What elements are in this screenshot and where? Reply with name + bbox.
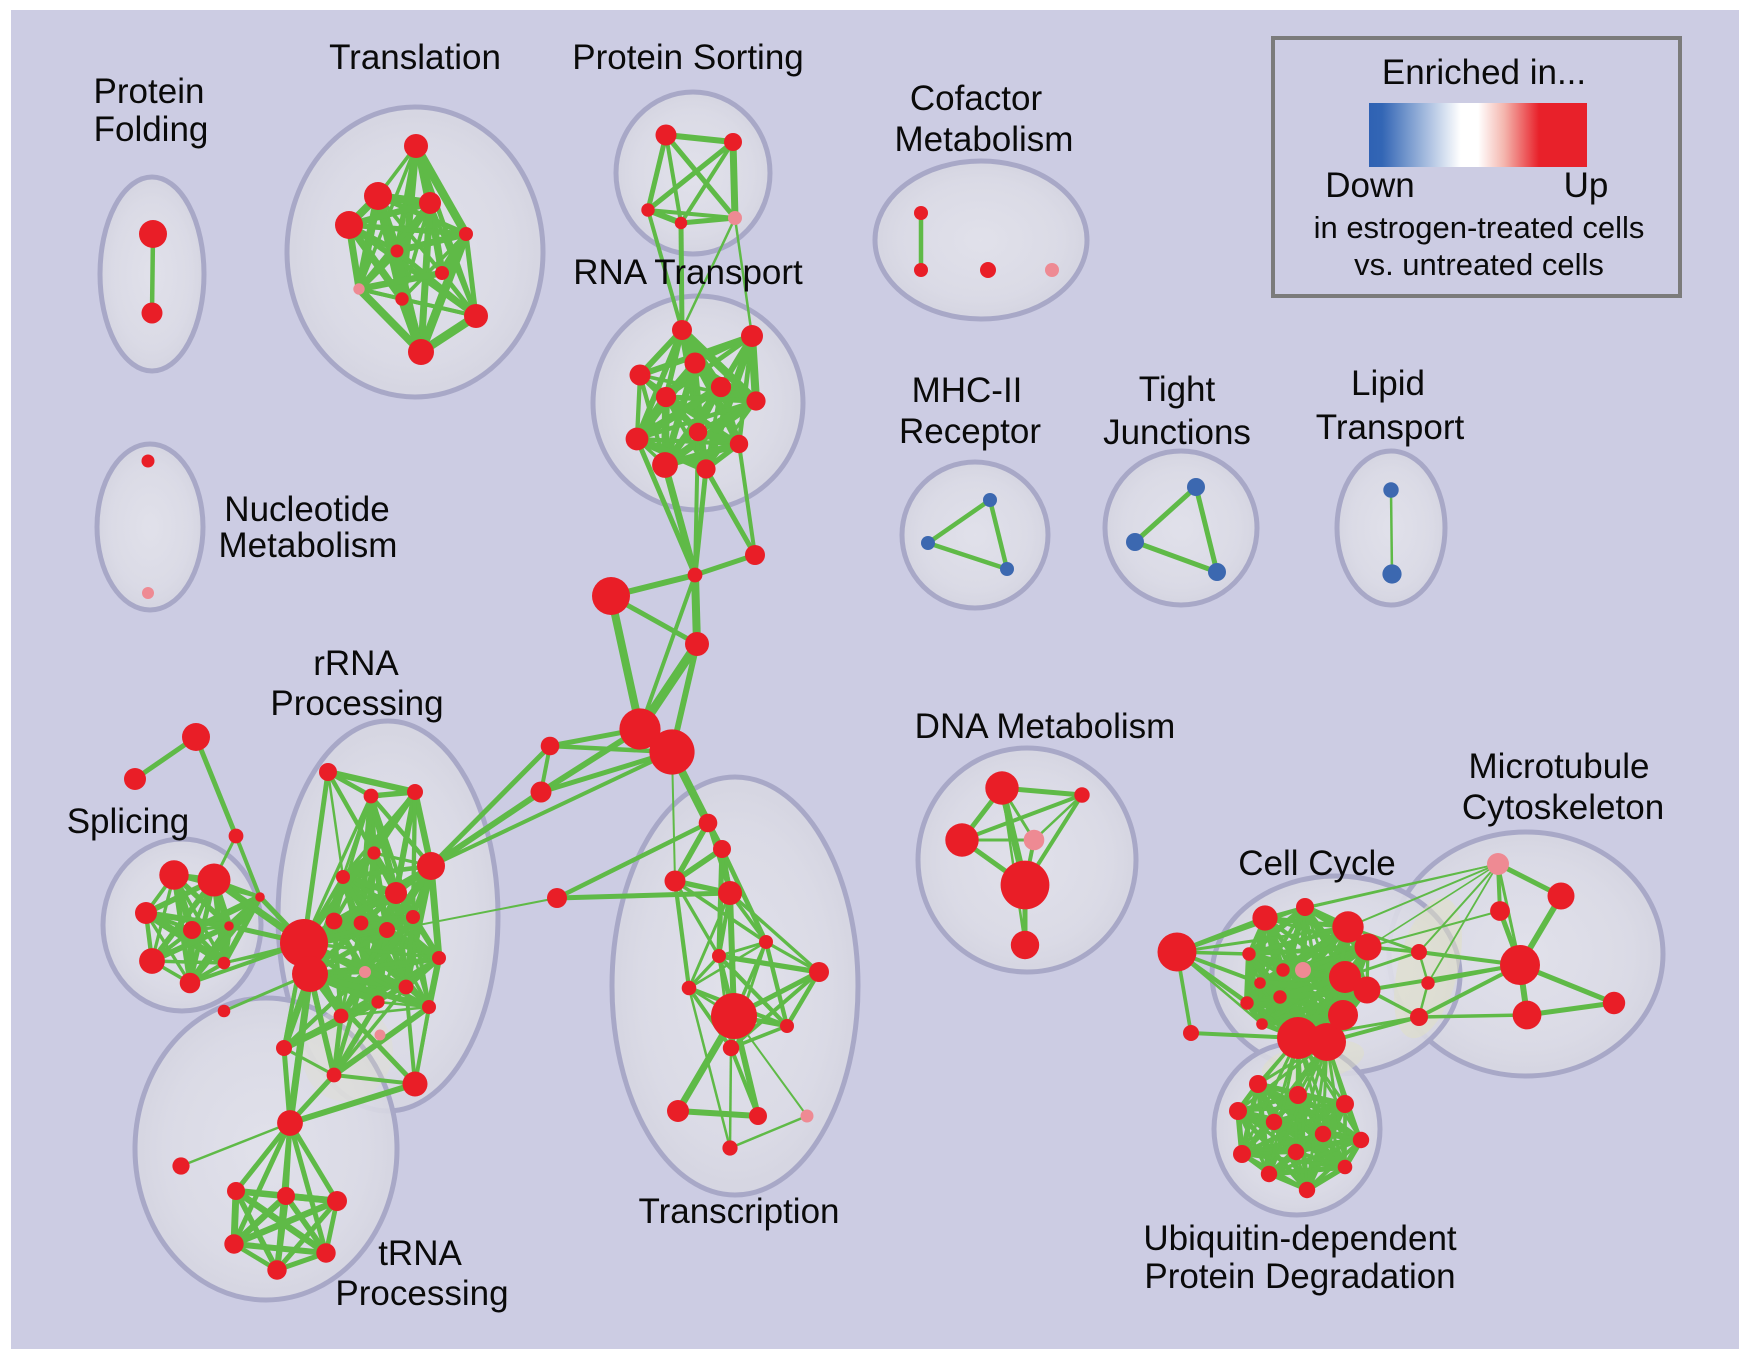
svg-text:DNA Metabolism: DNA Metabolism [915, 707, 1176, 746]
svg-text:Receptor: Receptor [899, 412, 1041, 451]
svg-text:Tight: Tight [1139, 370, 1216, 409]
svg-text:Protein Degradation: Protein Degradation [1144, 1257, 1455, 1296]
svg-text:Enriched in...: Enriched in... [1382, 53, 1586, 92]
svg-text:Protein Sorting: Protein Sorting [572, 38, 804, 77]
svg-text:Folding: Folding [94, 110, 209, 149]
svg-text:Transport: Transport [1316, 408, 1465, 447]
svg-text:Junctions: Junctions [1103, 413, 1251, 452]
svg-text:tRNA: tRNA [378, 1234, 462, 1273]
svg-text:Cytoskeleton: Cytoskeleton [1462, 788, 1664, 827]
svg-text:vs. untreated cells: vs. untreated cells [1354, 247, 1604, 282]
svg-text:Processing: Processing [270, 684, 443, 723]
svg-text:Ubiquitin-dependent: Ubiquitin-dependent [1143, 1219, 1457, 1258]
svg-text:Nucleotide: Nucleotide [224, 490, 389, 529]
svg-text:Transcription: Transcription [639, 1192, 840, 1231]
svg-text:Down: Down [1325, 166, 1414, 205]
svg-text:Up: Up [1564, 166, 1609, 205]
svg-text:Metabolism: Metabolism [219, 526, 398, 565]
svg-text:in estrogen-treated cells: in estrogen-treated cells [1314, 210, 1645, 245]
svg-text:rRNA: rRNA [313, 644, 399, 683]
svg-text:Processing: Processing [335, 1274, 508, 1313]
svg-text:Cofactor: Cofactor [910, 79, 1043, 118]
svg-text:Microtubule: Microtubule [1469, 747, 1650, 786]
svg-text:Translation: Translation [329, 38, 501, 77]
svg-text:Protein: Protein [94, 72, 205, 111]
svg-text:Splicing: Splicing [67, 802, 190, 841]
svg-text:RNA Transport: RNA Transport [573, 253, 803, 292]
svg-text:Cell Cycle: Cell Cycle [1238, 844, 1396, 883]
svg-text:MHC-II: MHC-II [912, 371, 1023, 410]
svg-text:Lipid: Lipid [1351, 364, 1425, 403]
svg-text:Metabolism: Metabolism [895, 120, 1074, 159]
